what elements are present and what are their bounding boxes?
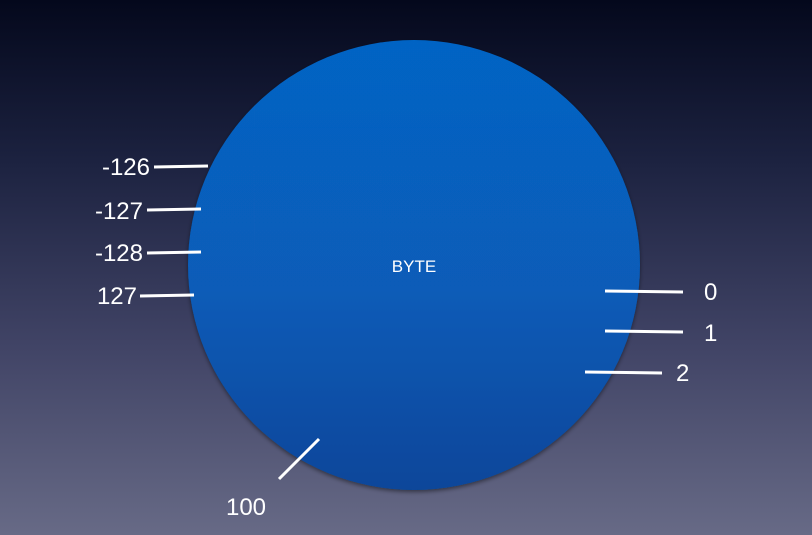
tick-label-neg127: -127 xyxy=(95,198,143,225)
tick-label-one: 1 xyxy=(704,320,717,347)
tick-label-two: 2 xyxy=(676,360,689,387)
tick-label-zero: 0 xyxy=(704,279,717,306)
tick-line-neg128 xyxy=(146,250,202,255)
tick-line-neg127 xyxy=(146,207,202,212)
byte-label: BYTE xyxy=(392,257,436,276)
tick-line-hundred xyxy=(277,437,321,481)
tick-line-zero xyxy=(604,289,684,294)
tick-line-neg126 xyxy=(153,164,209,169)
tick-label-neg128: -128 xyxy=(95,240,143,267)
tick-line-pos127 xyxy=(139,293,195,298)
tick-label-pos127: 127 xyxy=(97,283,137,310)
tick-label-neg126: -126 xyxy=(102,154,150,181)
tick-line-two xyxy=(584,370,663,375)
byte-circle xyxy=(188,40,640,490)
tick-line-one xyxy=(604,329,684,334)
tick-label-hundred: 100 xyxy=(226,494,266,521)
